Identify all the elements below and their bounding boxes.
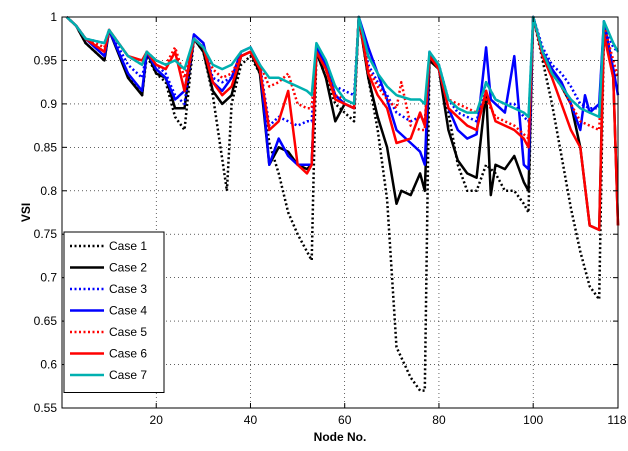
- legend-entry-label: Case 1: [109, 239, 147, 253]
- legend-entry-label: Case 7: [109, 368, 147, 382]
- legend-entry-label: Case 5: [109, 325, 147, 339]
- x-tick-label: 20: [150, 413, 164, 427]
- x-tick-label: 118: [607, 413, 626, 427]
- plot-frame: [61, 16, 619, 409]
- y-tick-label: 0.9: [40, 97, 57, 111]
- y-tick-label: 0.85: [34, 140, 58, 154]
- y-tick-label: 0.55: [34, 401, 58, 415]
- axis-ticks: 20 40 60 80 100 118 0.55 0.6 0.65 0.7 0.75 0.8 0.85 0…: [34, 10, 627, 427]
- y-tick-label: 0.65: [34, 314, 58, 328]
- y-tick-label: 0.8: [40, 184, 57, 198]
- x-tick-label: 80: [432, 413, 446, 427]
- y-tick-label: 0.7: [40, 271, 57, 285]
- x-tick-label: 40: [244, 413, 258, 427]
- x-tick-label: 60: [338, 413, 352, 427]
- y-tick-label: 0.6: [40, 358, 57, 372]
- legend-box: [63, 231, 165, 393]
- y-tick-label: 0.75: [34, 227, 58, 241]
- y-tick-label: 1: [50, 10, 57, 24]
- x-axis-label: Node No.: [314, 430, 367, 444]
- legend-entry-label: Case 6: [109, 347, 147, 361]
- x-tick-label: 100: [523, 413, 543, 427]
- legend-entry-label: Case 3: [109, 282, 147, 296]
- legend-entry-label: Case 4: [109, 304, 147, 318]
- y-tick-label: 0.95: [34, 53, 58, 67]
- legend-entry-label: Case 2: [109, 261, 147, 275]
- series-line-case-7: [65, 15, 620, 119]
- y-axis-label: VSI: [19, 203, 33, 222]
- series-lines: [65, 15, 620, 392]
- legend: Case 1 Case 2 Case 3 Case 4 Case 5 Case 6 Case…: [63, 231, 165, 393]
